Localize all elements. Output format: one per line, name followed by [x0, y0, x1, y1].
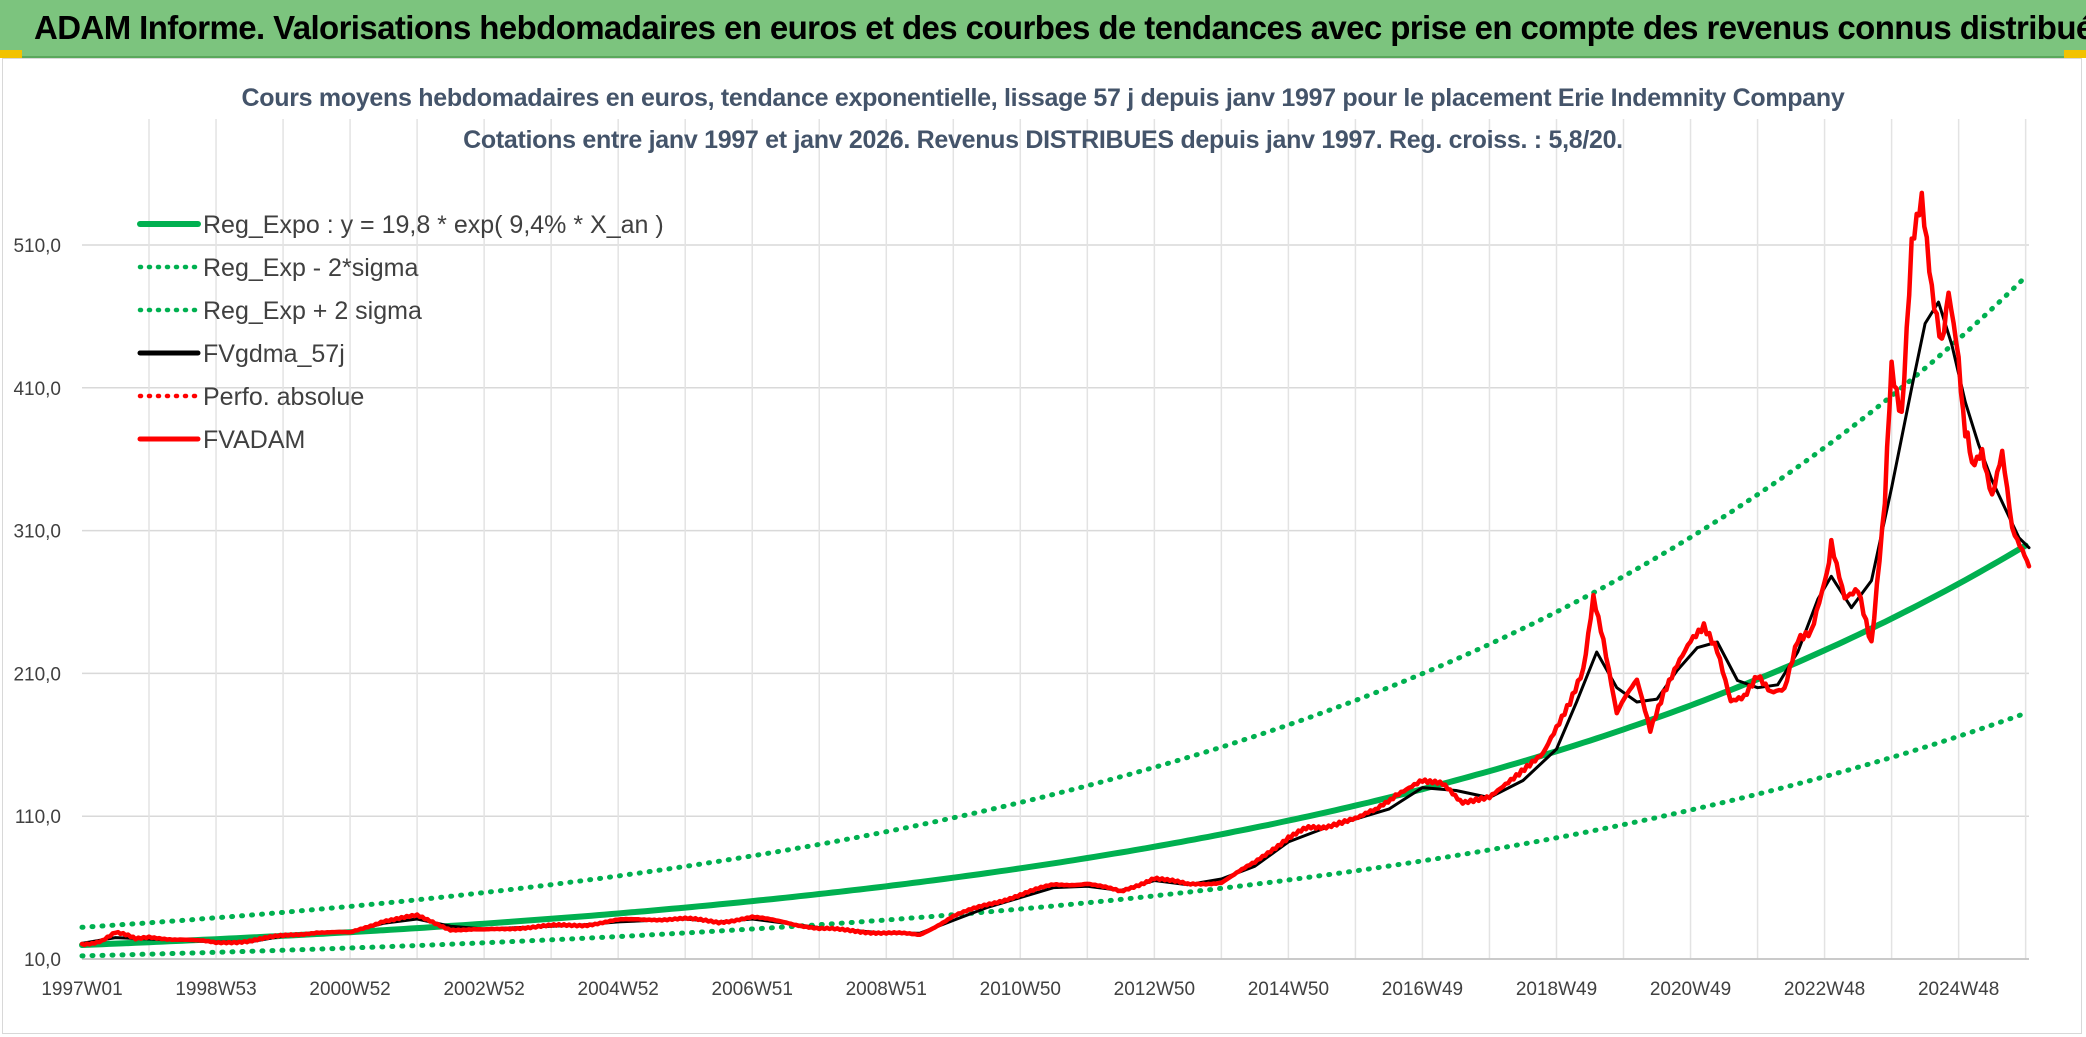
corner-marker-right [2064, 50, 2086, 58]
series-fvadam [79, 190, 2032, 948]
report-banner: ADAM Informe. Valorisations hebdomadaire… [0, 0, 2086, 58]
x-tick-label: 1998W53 [175, 979, 256, 1000]
y-tick-label: 410,0 [13, 379, 61, 400]
series [79, 190, 2032, 959]
x-tick-label: 2004W52 [578, 979, 659, 1000]
x-tick-label: 2014W50 [1248, 979, 1329, 1000]
legend-label: Perfo. absolue [203, 383, 364, 411]
chart-title-line2: Cotations entre janv 1997 et janv 2026. … [463, 126, 1623, 154]
y-axis: 10,0 110,0 210,0 310,0 410,0 510,0 [13, 236, 61, 971]
legend-label: Reg_Expo : y = 19,8 * exp( 9,4% * X_an ) [203, 211, 664, 239]
y-tick-label: 110,0 [15, 807, 61, 828]
legend-label: Reg_Exp + 2 sigma [203, 297, 422, 325]
y-tick-label: 210,0 [13, 664, 61, 685]
series-reg-expo [79, 542, 2029, 948]
series-reg-exp-2-sigma [79, 274, 2029, 930]
report-title: ADAM Informe. Valorisations hebdomadaire… [34, 9, 2086, 46]
chart: Cours moyens hebdomadaires en euros, ten… [13, 84, 2032, 1000]
x-tick-label: 2010W50 [980, 979, 1061, 1000]
x-tick-label: 2006W51 [712, 979, 793, 1000]
y-tick-label: 10,0 [24, 950, 61, 971]
x-tick-label: 2022W48 [1784, 979, 1865, 1000]
legend-label: Reg_Exp - 2*sigma [203, 254, 418, 282]
x-tick-label: 2020W49 [1650, 979, 1731, 1000]
x-tick-label: 2016W49 [1382, 979, 1463, 1000]
x-tick-label: 1997W01 [41, 979, 122, 1000]
series-fvgdma-57j [80, 300, 2031, 945]
x-tick-label: 2008W51 [846, 979, 927, 1000]
x-tick-label: 2012W50 [1114, 979, 1195, 1000]
x-tick-label: 2024W48 [1918, 979, 1999, 1000]
x-tick-label: 2018W49 [1516, 979, 1597, 1000]
chart-title-line1: Cours moyens hebdomadaires en euros, ten… [242, 84, 1845, 112]
x-axis: 1997W01 1998W53 2000W52 2002W52 2004W52 2006W… [41, 979, 1999, 1000]
legend-label: FVADAM [203, 426, 305, 454]
legend-label: FVgdma_57j [203, 340, 345, 368]
chart-frame: Cours moyens hebdomadaires en euros, ten… [2, 58, 2082, 1034]
legend: Reg_Expo : y = 19,8 * exp( 9,4% * X_an )… [137, 211, 664, 454]
y-tick-label: 310,0 [13, 522, 61, 543]
x-tick-label: 2002W52 [443, 979, 524, 1000]
corner-marker-left [0, 50, 22, 58]
grid [82, 119, 2029, 960]
x-tick-label: 2000W52 [309, 979, 390, 1000]
y-tick-label: 510,0 [13, 236, 61, 257]
series-reg-exp-2-sigma [79, 710, 2029, 959]
